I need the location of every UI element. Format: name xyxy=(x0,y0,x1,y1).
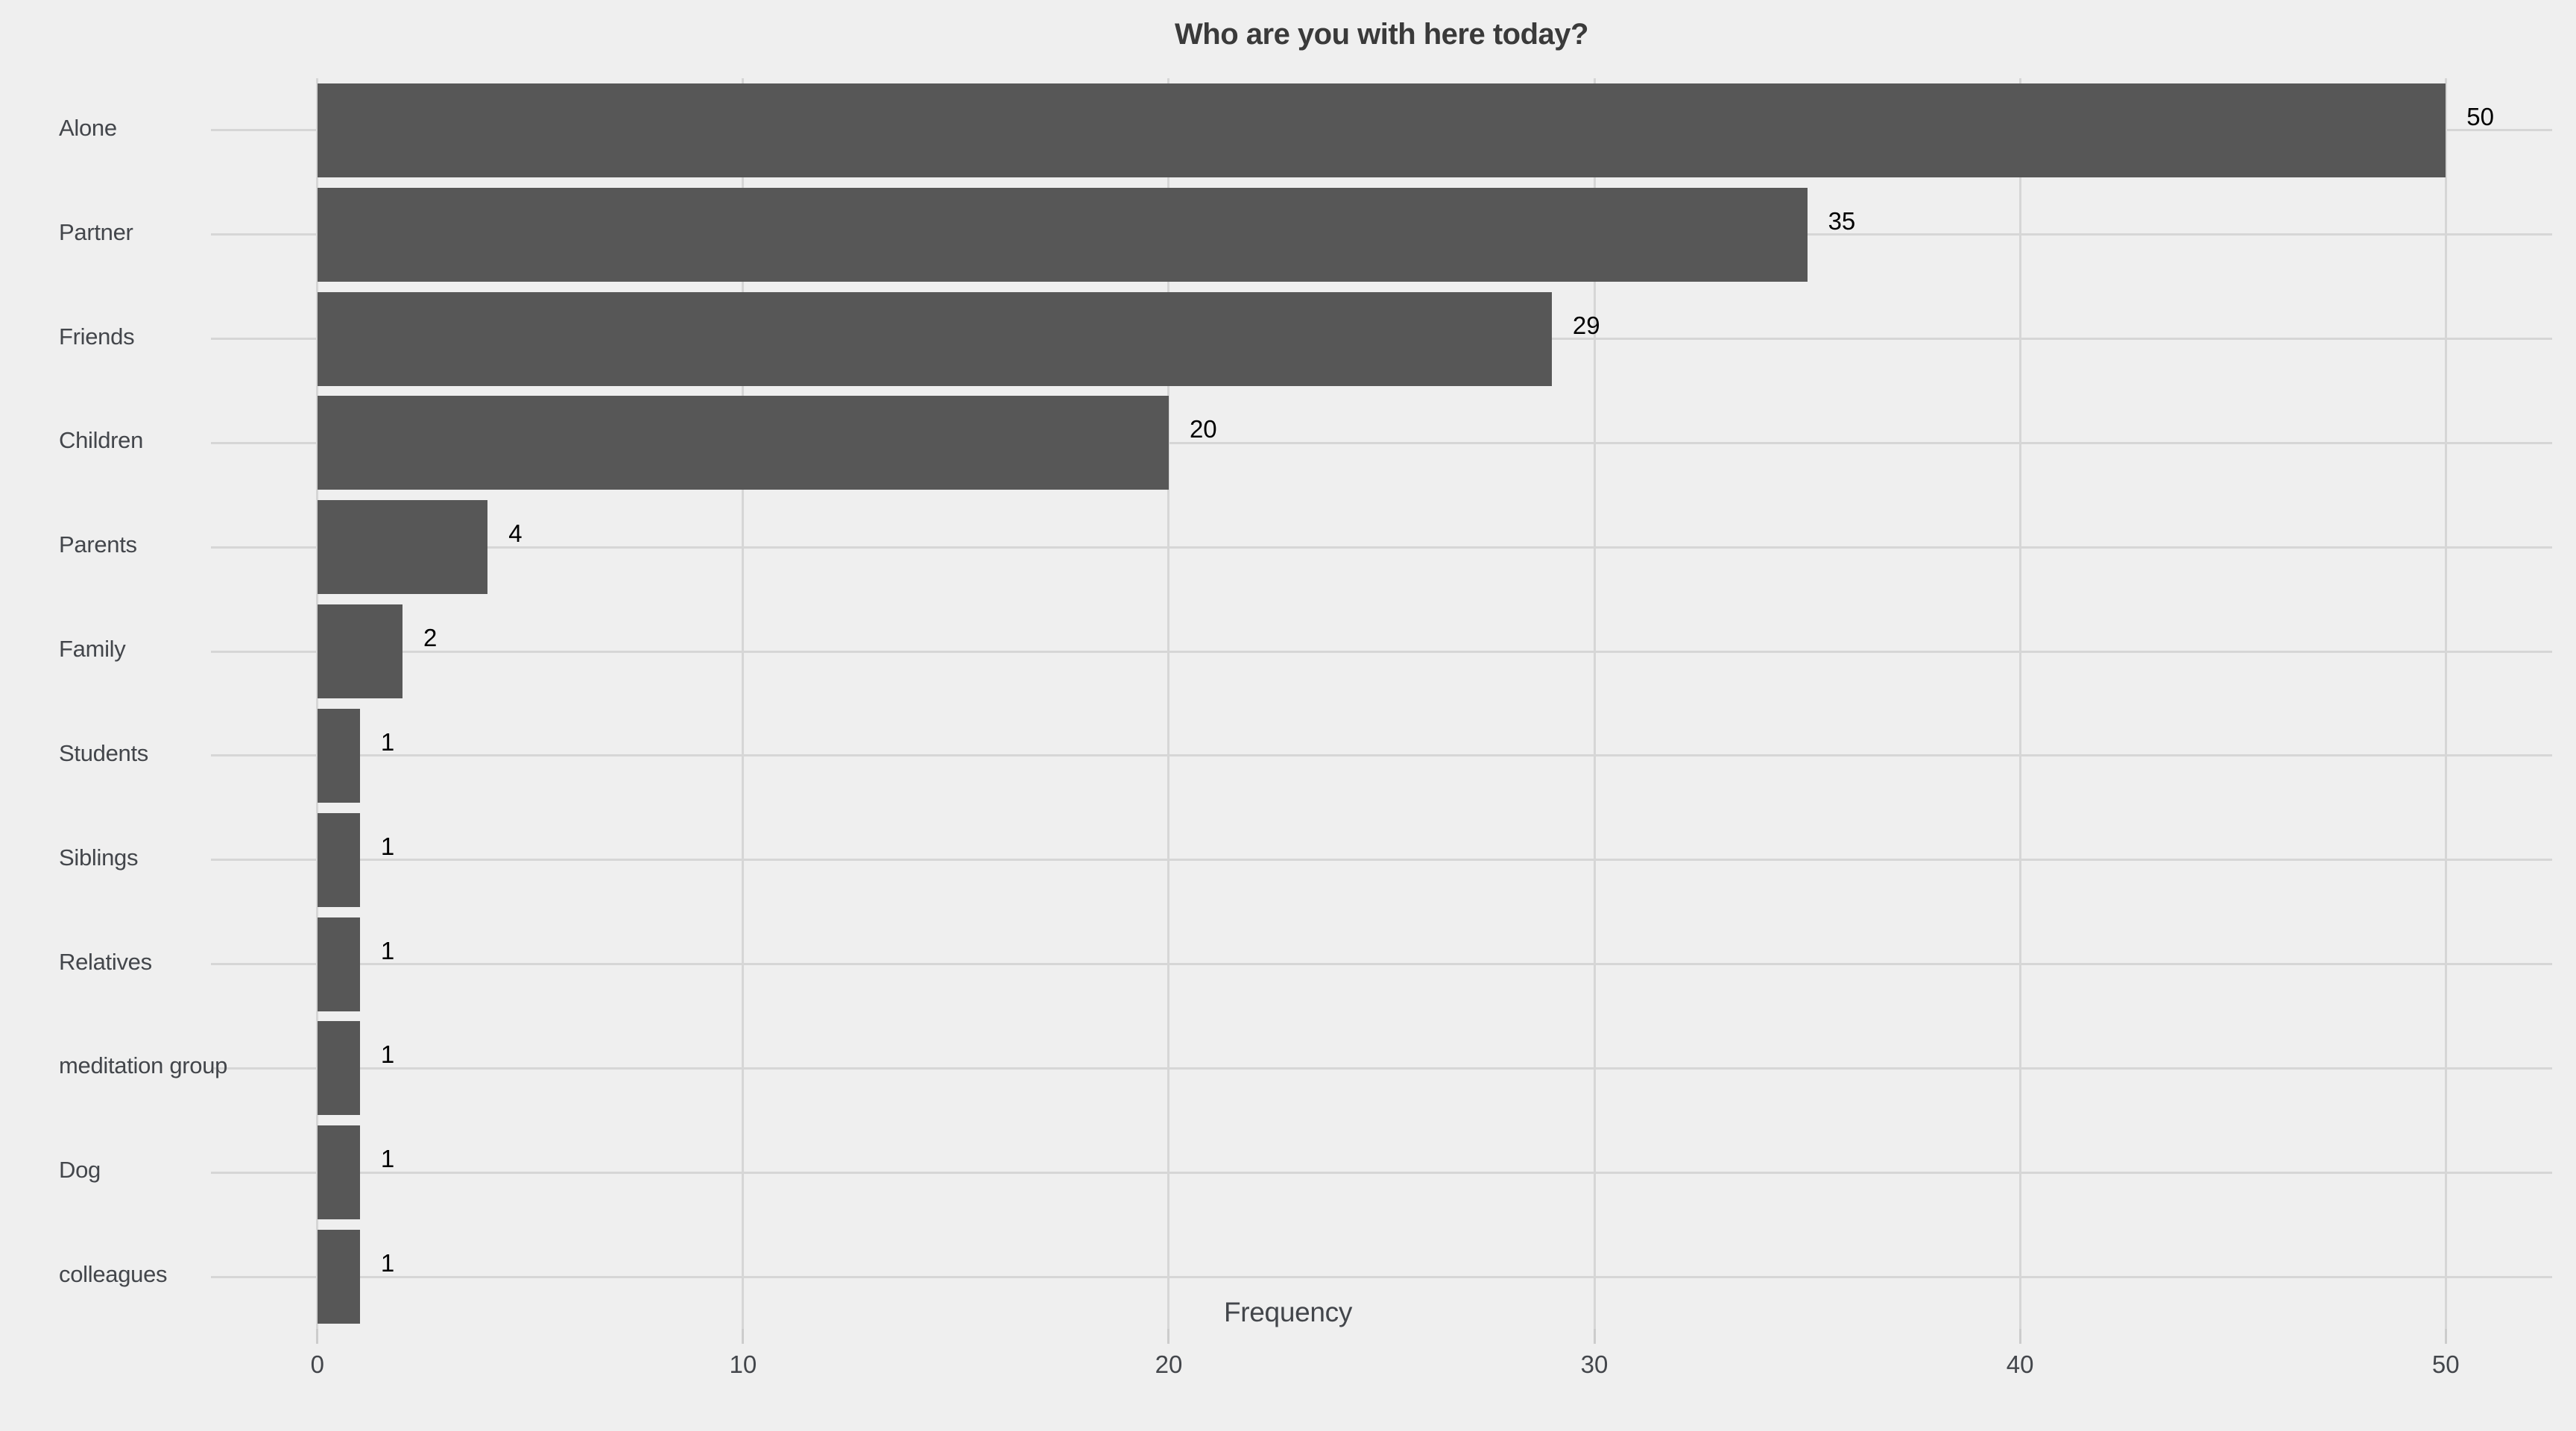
category-label: Alone xyxy=(59,114,117,141)
x-tick-mark xyxy=(316,1329,319,1344)
value-label: 1 xyxy=(380,936,395,964)
bar-row: Relatives 1 xyxy=(59,912,2552,1017)
gridline-vertical xyxy=(2018,78,2021,1329)
gridline-horizontal xyxy=(211,650,2552,653)
x-tick-label: 10 xyxy=(729,1351,757,1378)
value-label: 4 xyxy=(508,519,523,548)
x-tick-label: 30 xyxy=(1580,1351,1609,1378)
category-label: colleagues xyxy=(59,1261,168,1288)
gridline-horizontal xyxy=(211,1275,2552,1278)
bar xyxy=(317,604,402,699)
category-label: Friends xyxy=(59,323,135,350)
bar-row: Students 1 xyxy=(59,704,2552,808)
x-tick-mark xyxy=(742,1329,745,1344)
bar xyxy=(317,1125,360,1220)
category-label: Relatives xyxy=(59,948,152,975)
bar-row: Parents 4 xyxy=(59,495,2552,599)
chart-title: Who are you with here today? xyxy=(1175,18,1588,51)
category-label: Parents xyxy=(59,531,137,558)
x-tick-label: 50 xyxy=(2431,1351,2460,1378)
bar-row: Partner 35 xyxy=(59,183,2552,287)
bar-row: Family 2 xyxy=(59,599,2552,704)
bar-row: Friends 29 xyxy=(59,287,2552,391)
x-tick-label: 20 xyxy=(1155,1351,1183,1378)
category-label: Children xyxy=(59,427,144,454)
bar-row: Siblings 1 xyxy=(59,808,2552,912)
category-label: Siblings xyxy=(59,844,139,871)
bar xyxy=(317,83,2446,177)
gridline-vertical xyxy=(316,78,319,1329)
x-axis-title: Frequency xyxy=(1223,1297,1353,1327)
bar xyxy=(317,500,488,595)
bar xyxy=(317,917,360,1011)
value-label: 2 xyxy=(423,624,438,652)
x-tick-label: 0 xyxy=(310,1351,324,1378)
category-label: Students xyxy=(59,739,148,766)
bar-row: Alone 50 xyxy=(59,78,2552,183)
x-tick-mark xyxy=(1167,1329,1170,1344)
value-label: 35 xyxy=(1828,206,1856,235)
category-label: Partner xyxy=(59,218,133,245)
gridline-vertical xyxy=(742,78,745,1329)
plot-area: 0 10 20 30 40 50 Alone 50 Partner 35 Friends 29 Chil… xyxy=(59,78,2552,1378)
bar xyxy=(317,291,1552,386)
x-tick-mark xyxy=(2444,1329,2447,1344)
gridline-horizontal xyxy=(211,963,2552,966)
gridline-horizontal xyxy=(211,546,2552,549)
category-label: Dog xyxy=(59,1157,101,1184)
bar xyxy=(317,812,360,907)
x-tick-mark xyxy=(2018,1329,2021,1344)
value-label: 1 xyxy=(380,727,395,756)
category-label: meditation group xyxy=(59,1052,228,1079)
gridline-vertical xyxy=(1167,78,1170,1329)
value-label: 1 xyxy=(380,1249,395,1277)
gridline-horizontal xyxy=(211,1171,2552,1174)
bar xyxy=(317,1230,360,1324)
bar-row: colleagues 1 xyxy=(59,1225,2552,1329)
gridline-horizontal xyxy=(211,754,2552,757)
category-label: Family xyxy=(59,636,126,663)
bar xyxy=(317,1021,360,1116)
bar-row: Dog 1 xyxy=(59,1120,2552,1225)
bar-row: meditation group 1 xyxy=(59,1017,2552,1121)
gridline-vertical xyxy=(2444,78,2447,1329)
value-label: 1 xyxy=(380,1040,395,1069)
gridline-vertical xyxy=(1593,78,1596,1329)
value-label: 1 xyxy=(380,1145,395,1173)
gridline-horizontal xyxy=(211,859,2552,862)
value-label: 50 xyxy=(2466,102,2494,130)
value-label: 1 xyxy=(380,832,395,860)
value-label: 29 xyxy=(1572,311,1600,339)
gridline-horizontal xyxy=(211,441,2552,444)
x-tick-mark xyxy=(1593,1329,1596,1344)
bar xyxy=(317,708,360,803)
bar xyxy=(317,187,1808,282)
bar xyxy=(317,396,1169,490)
value-label: 20 xyxy=(1189,415,1217,443)
x-tick-label: 40 xyxy=(2006,1351,2034,1378)
bar-row: Children 20 xyxy=(59,391,2552,496)
gridline-horizontal xyxy=(211,1067,2552,1070)
